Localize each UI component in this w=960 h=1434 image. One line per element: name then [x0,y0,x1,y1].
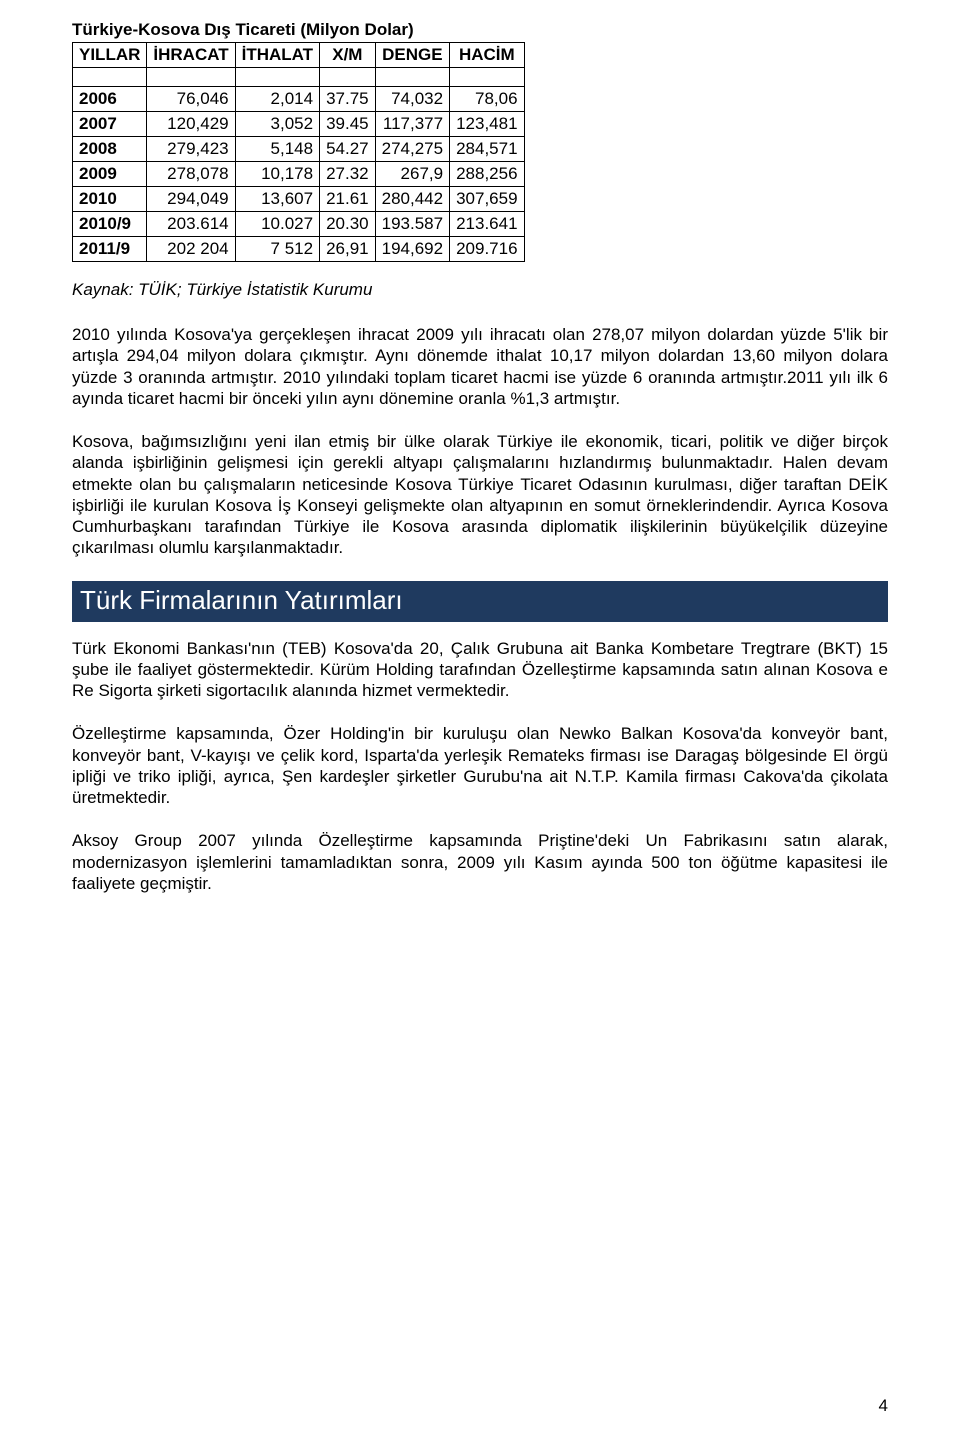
table-cell: 274,275 [375,137,449,162]
table-cell: 7 512 [235,237,319,262]
table-cell: 74,032 [375,87,449,112]
table-cell: 307,659 [450,187,524,212]
col-yillar: YILLAR [73,43,147,68]
table-cell: 202 204 [147,237,235,262]
col-ithalat: İTHALAT [235,43,319,68]
table-cell: 209.716 [450,237,524,262]
table-cell: 278,078 [147,162,235,187]
table-cell: 2011/9 [73,237,147,262]
table-cell: 279,423 [147,137,235,162]
col-xm: X/M [320,43,376,68]
table-cell: 294,049 [147,187,235,212]
page-number: 4 [879,1396,888,1416]
table-cell: 3,052 [235,112,319,137]
table-cell: 120,429 [147,112,235,137]
table-cell: 2009 [73,162,147,187]
table-header-row: YILLAR İHRACAT İTHALAT X/M DENGE HACİM [73,43,525,68]
page: Türkiye-Kosova Dış Ticareti (Milyon Dola… [0,0,960,1434]
table-cell: 2010/9 [73,212,147,237]
table-cell: 193.587 [375,212,449,237]
paragraph-3: Türk Ekonomi Bankası'nın (TEB) Kosova'da… [72,638,888,702]
col-hacim: HACİM [450,43,524,68]
table-cell: 20.30 [320,212,376,237]
paragraph-5: Aksoy Group 2007 yılında Özelleştirme ka… [72,830,888,894]
table-row: 2010/9203.61410.02720.30193.587213.641 [73,212,525,237]
col-ihracat: İHRACAT [147,43,235,68]
table-source: Kaynak: TÜİK; Türkiye İstatistik Kurumu [72,280,888,300]
table-cell: 39.45 [320,112,376,137]
table-cell: 2006 [73,87,147,112]
table-cell: 10.027 [235,212,319,237]
paragraph-4: Özelleştirme kapsamında, Özer Holding'in… [72,723,888,808]
table-cell: 2007 [73,112,147,137]
table-cell: 26,91 [320,237,376,262]
table-row: 2007120,4293,05239.45117,377123,481 [73,112,525,137]
table-cell: 2008 [73,137,147,162]
table-row: 2009278,07810,17827.32267,9288,256 [73,162,525,187]
table-cell: 21.61 [320,187,376,212]
table-cell: 2,014 [235,87,319,112]
section-header-investments: Türk Firmalarının Yatırımları [72,581,888,622]
table-cell: 10,178 [235,162,319,187]
table-title: Türkiye-Kosova Dış Ticareti (Milyon Dola… [72,20,888,40]
table-cell: 194,692 [375,237,449,262]
table-cell: 13,607 [235,187,319,212]
table-cell: 288,256 [450,162,524,187]
paragraph-2: Kosova, bağımsızlığını yeni ilan etmiş b… [72,431,888,559]
paragraph-1: 2010 yılında Kosova'ya gerçekleşen ihrac… [72,324,888,409]
trade-table: YILLAR İHRACAT İTHALAT X/M DENGE HACİM 2… [72,42,525,262]
table-cell: 78,06 [450,87,524,112]
table-row: 2011/9202 2047 51226,91194,692209.716 [73,237,525,262]
table-cell: 213.641 [450,212,524,237]
table-cell: 37.75 [320,87,376,112]
table-cell: 284,571 [450,137,524,162]
table-cell: 123,481 [450,112,524,137]
table-cell: 280,442 [375,187,449,212]
table-cell: 76,046 [147,87,235,112]
table-cell: 267,9 [375,162,449,187]
table-row: 200676,0462,01437.7574,03278,06 [73,87,525,112]
col-denge: DENGE [375,43,449,68]
table-row: 2008279,4235,14854.27274,275284,571 [73,137,525,162]
table-cell: 27.32 [320,162,376,187]
table-cell: 5,148 [235,137,319,162]
table-row: 2010294,04913,60721.61280,442307,659 [73,187,525,212]
table-cell: 54.27 [320,137,376,162]
table-cell: 203.614 [147,212,235,237]
table-cell: 2010 [73,187,147,212]
table-cell: 117,377 [375,112,449,137]
